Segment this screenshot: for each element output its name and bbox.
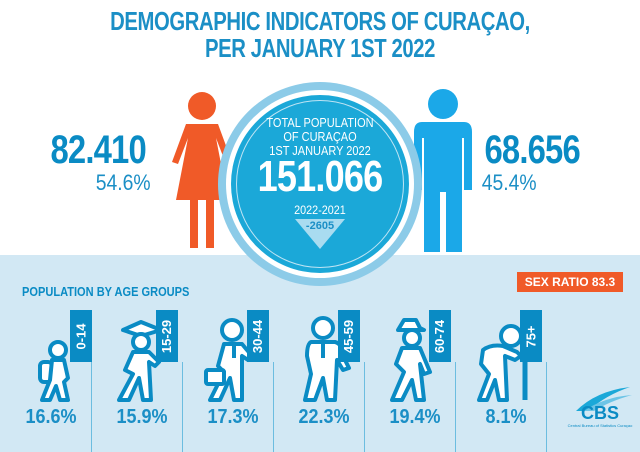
female-person-icon [172, 92, 232, 248]
age-group-75-plus: 75+ 8.1% [465, 310, 557, 452]
man-hat-icon [390, 318, 432, 402]
child-backpack-icon [38, 340, 70, 402]
sex-ratio-badge: SEX RATIO 83.3 [517, 272, 623, 292]
wave-swoosh-icon [576, 387, 632, 411]
page-title: DEMOGRAPHIC INDICATORS OF CURAÇAO, PER J… [110, 6, 530, 63]
cbs-logo: CBS Central Bureau of Statistics Curaçao [560, 385, 640, 430]
change-period: 2022-2021 [294, 203, 346, 217]
total-population-value: 151.066 [257, 152, 384, 201]
male-count: 68.656 [484, 128, 580, 172]
female-count: 82.410 [50, 128, 146, 172]
change-value: -2605 [305, 220, 335, 232]
age-groups-title: POPULATION BY AGE GROUPS [22, 284, 190, 299]
female-percent: 54.6% [95, 170, 151, 195]
age-group-60-74: 60-74 19.4% [374, 310, 466, 452]
male-person-icon [414, 89, 472, 252]
age-group-30-44: 30-44 17.3% [192, 310, 284, 452]
age-group-15-29: 15-29 15.9% [101, 310, 193, 452]
businessman-briefcase-icon [204, 318, 254, 402]
male-percent: 45.4% [481, 170, 537, 195]
age-group-45-59: 45-59 22.3% [283, 310, 375, 452]
total-population-circle: TOTAL POPULATION OF CURAÇAO 1ST JANUARY … [218, 82, 422, 286]
down-triangle-icon [295, 219, 345, 249]
age-group-0-14: 0-14 16.6% [10, 310, 102, 452]
